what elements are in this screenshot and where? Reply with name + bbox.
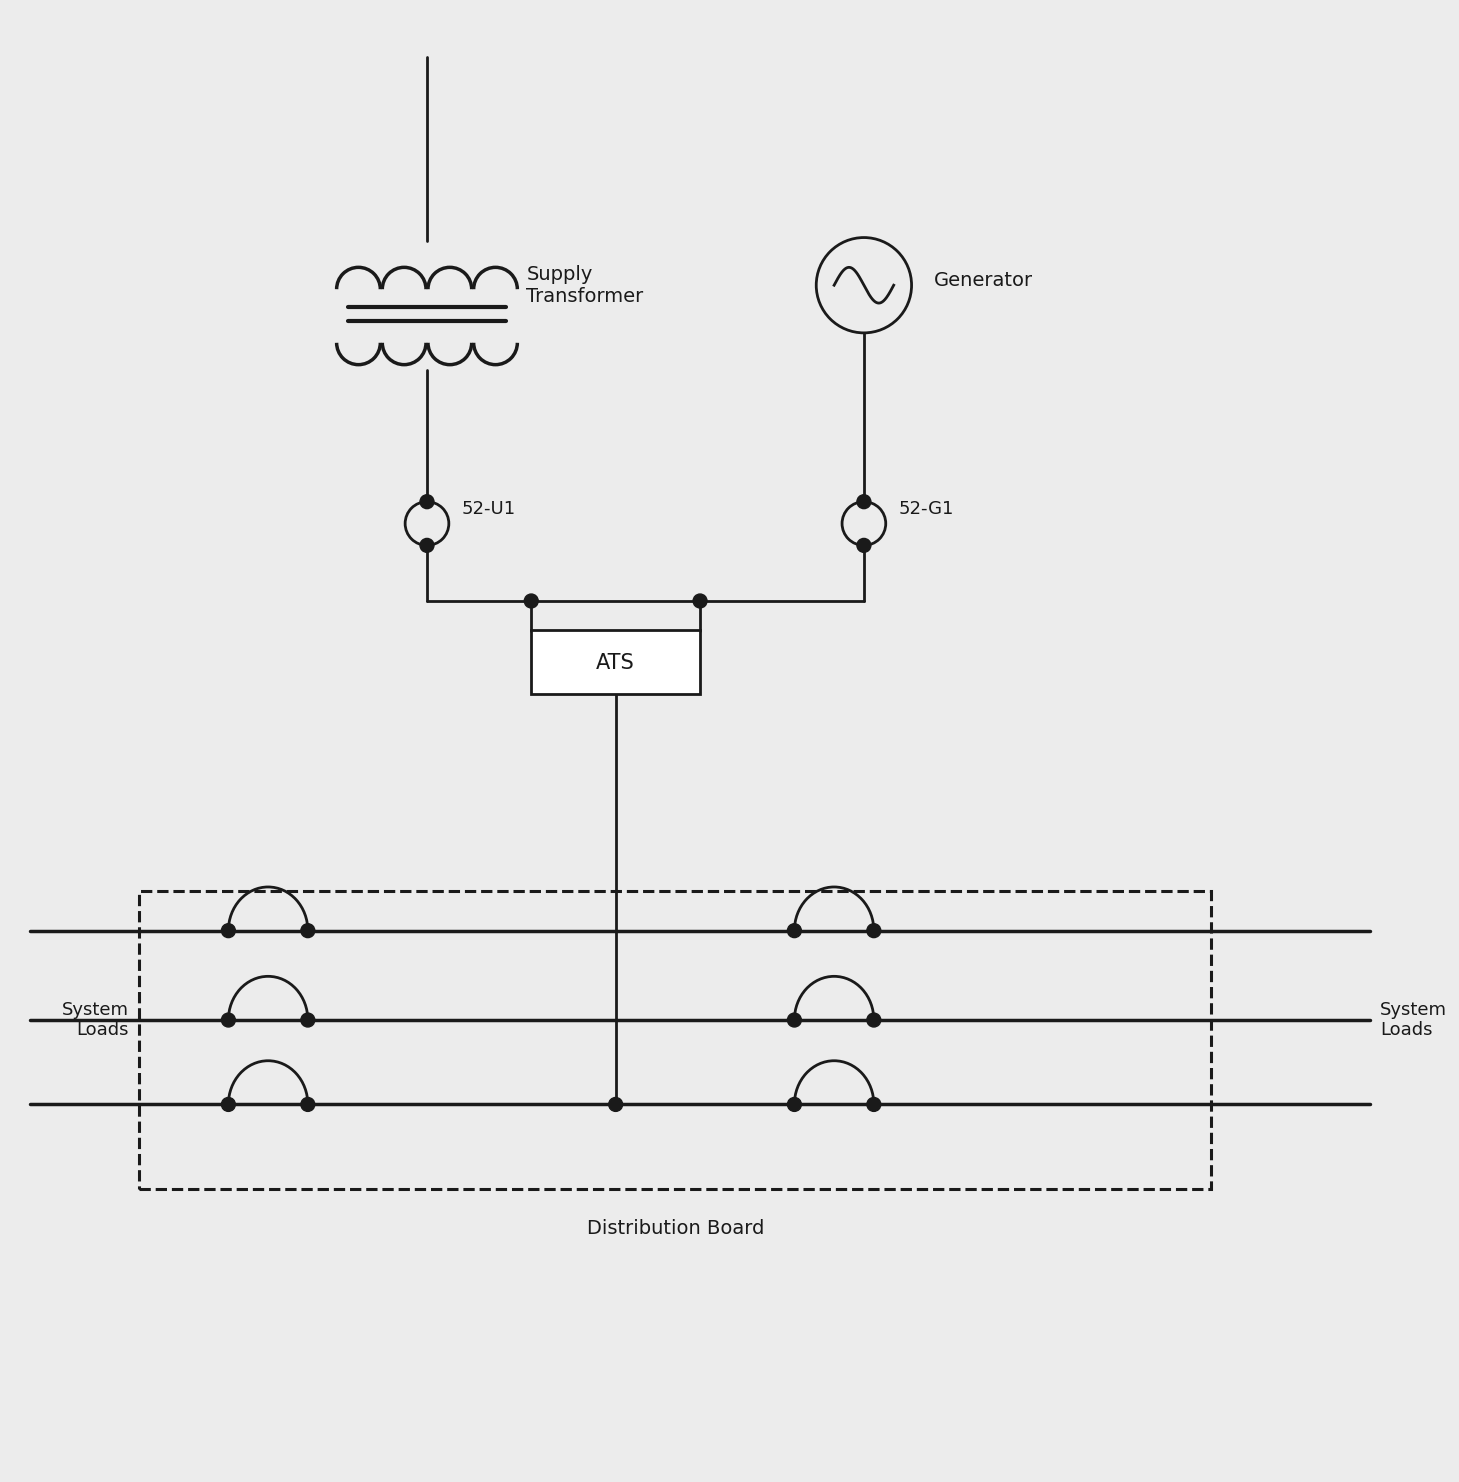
Circle shape bbox=[693, 594, 708, 608]
Circle shape bbox=[222, 1014, 235, 1027]
Circle shape bbox=[301, 923, 315, 938]
Text: 52-U1: 52-U1 bbox=[461, 499, 516, 517]
Circle shape bbox=[856, 495, 871, 508]
Circle shape bbox=[222, 923, 235, 938]
Circle shape bbox=[301, 1098, 315, 1112]
Text: ATS: ATS bbox=[597, 652, 635, 673]
Text: System
Loads: System Loads bbox=[1380, 1000, 1447, 1039]
Circle shape bbox=[301, 1014, 315, 1027]
Circle shape bbox=[524, 594, 538, 608]
Text: 52-G1: 52-G1 bbox=[899, 499, 954, 517]
Circle shape bbox=[867, 1098, 881, 1112]
Circle shape bbox=[856, 538, 871, 553]
Text: System
Loads: System Loads bbox=[63, 1000, 128, 1039]
Circle shape bbox=[788, 923, 801, 938]
Circle shape bbox=[420, 495, 433, 508]
Circle shape bbox=[788, 1098, 801, 1112]
Text: Supply
Transformer: Supply Transformer bbox=[527, 265, 643, 305]
Circle shape bbox=[420, 538, 433, 553]
Circle shape bbox=[608, 1098, 623, 1112]
Text: Distribution Board: Distribution Board bbox=[587, 1218, 765, 1237]
Bar bbox=[139, 891, 1211, 1189]
Circle shape bbox=[222, 1098, 235, 1112]
Circle shape bbox=[867, 923, 881, 938]
Circle shape bbox=[867, 1014, 881, 1027]
Bar bbox=[531, 630, 700, 695]
Circle shape bbox=[788, 1014, 801, 1027]
Text: Generator: Generator bbox=[934, 271, 1033, 290]
